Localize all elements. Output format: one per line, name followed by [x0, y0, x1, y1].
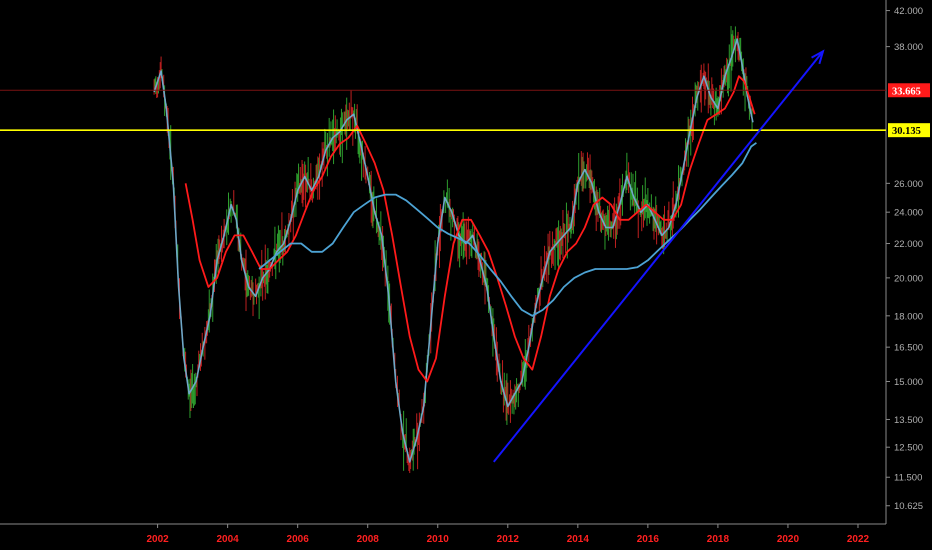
- trendline-layer: [492, 49, 825, 463]
- y-tick-label: 24.000: [894, 208, 923, 219]
- series-layer: [153, 25, 757, 474]
- moving-average-fast-line: [184, 75, 756, 383]
- y-tick-label: 11.500: [894, 473, 922, 484]
- x-tick-label: 2020: [777, 534, 800, 545]
- y-tick-label: 18.000: [894, 311, 923, 322]
- x-tick-label: 2002: [146, 534, 169, 545]
- y-tick-label: 42.000: [894, 6, 923, 17]
- horizontal-levels: 33.665 30.135: [0, 83, 930, 138]
- x-tick-label: 2012: [497, 534, 520, 545]
- y-tick-label: 16.500: [894, 343, 923, 354]
- y-tick-label: 15.000: [894, 377, 923, 388]
- trendline-arrowhead: [811, 49, 825, 65]
- y-tick-label: 26.000: [894, 179, 923, 190]
- level-label-box: [888, 123, 930, 138]
- level-label: 33.665: [892, 86, 921, 97]
- y-tick-label: 10.625: [894, 501, 923, 512]
- x-tick-label: 2016: [637, 534, 660, 545]
- level-label-box: [888, 83, 930, 98]
- y-tick-label: 22.000: [894, 239, 923, 250]
- x-tick-label: 2014: [567, 534, 590, 545]
- x-tick-label: 2008: [357, 534, 380, 545]
- y-tick-label: 38.000: [894, 42, 923, 53]
- x-tick-label: 2018: [707, 534, 730, 545]
- x-tick-label: 2022: [847, 534, 870, 545]
- level-label: 30.135: [892, 126, 921, 137]
- y-tick-label: 20.000: [894, 273, 923, 284]
- x-tick-label: 2004: [217, 534, 240, 545]
- x-tick-label: 2006: [287, 534, 310, 545]
- y-tick-label: 12.500: [894, 443, 923, 454]
- x-tick-label: 2010: [427, 534, 450, 545]
- moving-average-slow-line: [258, 142, 757, 317]
- trendline: [492, 50, 824, 463]
- price-line: [153, 38, 754, 463]
- y-tick-label: 13.500: [894, 415, 923, 426]
